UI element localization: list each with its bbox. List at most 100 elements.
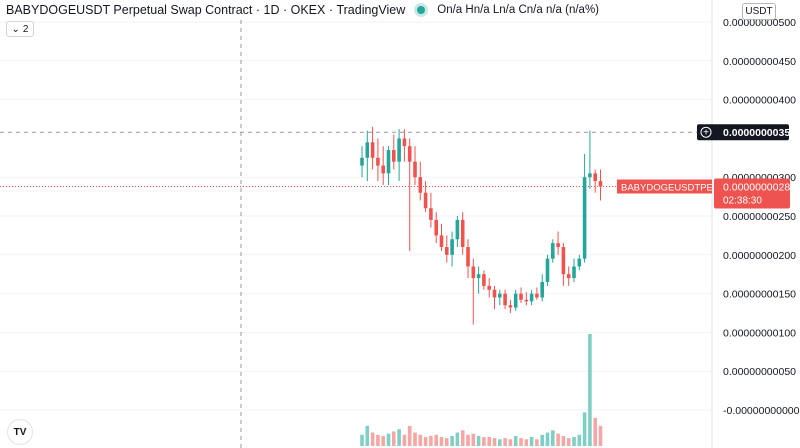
volume-bar — [487, 437, 491, 446]
volume-bar — [566, 438, 571, 446]
volume-bar — [582, 412, 587, 446]
volume-bar — [545, 432, 550, 446]
candle-body — [566, 274, 571, 279]
volume-bar — [524, 439, 529, 446]
crosshair-price-text: 0.00000000358 — [723, 127, 796, 139]
volume-bar — [503, 438, 507, 446]
market-status-icon[interactable] — [417, 6, 426, 14]
volume-bar — [561, 435, 566, 446]
candle-body — [492, 289, 497, 298]
candle-body — [429, 208, 433, 220]
last-price-text: 0.00000000288 — [723, 182, 796, 194]
candle-body — [519, 293, 523, 300]
volume-bar — [577, 434, 582, 446]
price-axis-label: 0.00000000450 — [723, 56, 796, 68]
volume-bar — [407, 425, 412, 446]
volume-bar — [402, 434, 407, 446]
volume-bar — [413, 432, 417, 446]
volume-bar — [535, 439, 539, 446]
volume-bar — [513, 435, 518, 446]
candle-body — [593, 173, 597, 182]
candle-body — [471, 266, 476, 279]
price-axis-label: 0.00000000500 — [723, 17, 796, 29]
volume-bar — [476, 435, 481, 446]
candle-body — [598, 181, 603, 187]
candle-body — [529, 293, 534, 302]
candle-body — [423, 192, 428, 209]
price-axis-label: 0.00000000100 — [723, 327, 796, 339]
volume-bar — [360, 434, 364, 446]
candle-body — [460, 219, 465, 248]
ohlc-values: On/a Hn/a Ln/a Cn/a n/a (n/a%) — [437, 4, 599, 16]
candle-body — [487, 285, 491, 290]
candle-body — [535, 293, 539, 298]
candle-body — [503, 293, 507, 306]
candle-body — [476, 274, 481, 279]
price-axis-label: 0.00000000400 — [723, 95, 796, 107]
volume-bar — [423, 437, 428, 446]
volume-bar — [439, 437, 444, 446]
volume-bar — [519, 438, 523, 446]
candle-body — [588, 173, 592, 178]
volume-bar — [498, 439, 502, 446]
candle-body — [498, 293, 502, 298]
candle-body — [545, 258, 550, 282]
add-alert-icon[interactable] — [700, 126, 712, 138]
exchange-label: OKEX — [290, 3, 326, 17]
candle-body — [561, 247, 566, 275]
candle-body — [439, 235, 444, 248]
chevron-down-icon: ⌄ — [11, 23, 20, 35]
candle-body — [402, 138, 407, 147]
candle-body — [455, 219, 460, 240]
symbol-title[interactable]: BABYDOGEUSDT Perpetual Swap Contract — [6, 3, 253, 17]
volume-bar — [460, 430, 465, 446]
volume-bar — [598, 425, 603, 446]
candle-body — [556, 243, 560, 248]
candle-body — [540, 281, 544, 298]
candle-body — [466, 247, 470, 267]
volume-bar — [572, 437, 576, 446]
candle-body — [381, 165, 385, 174]
last-price-symbol: BABYDOGEUSDTPERP — [621, 183, 726, 194]
collapse-count: 2 — [22, 23, 29, 35]
volume-bar — [556, 433, 560, 446]
volume-bar — [376, 434, 380, 446]
volume-bar — [429, 435, 433, 446]
volume-bar — [540, 434, 544, 446]
volume-bar — [450, 435, 454, 446]
price-axis-label: 0.00000000050 — [723, 366, 796, 378]
volume-bar — [492, 438, 497, 446]
crosshair-price-label — [697, 124, 789, 141]
bar-countdown: 02:38:30 — [723, 196, 762, 207]
collapse-legend-button[interactable]: ⌄ 2 — [6, 21, 34, 37]
volume-bar — [386, 433, 391, 446]
chart-legend: BABYDOGEUSDT Perpetual Swap Contract · 1… — [6, 3, 599, 17]
volume-bar — [551, 430, 555, 446]
candle-body — [407, 146, 412, 162]
candle-body — [513, 293, 518, 308]
price-axis-label: -0.00000000000 — [723, 405, 800, 417]
candle-body — [577, 258, 582, 267]
candle-body — [418, 177, 423, 193]
volume-bar — [418, 434, 423, 446]
currency-selector[interactable]: USDT — [742, 3, 776, 20]
candle-body — [508, 305, 513, 308]
volume-bar — [508, 439, 513, 446]
candle-body — [360, 157, 364, 166]
volume-bar — [482, 437, 486, 446]
volume-bar — [588, 334, 592, 446]
tradingview-logo-icon[interactable]: TV — [8, 420, 32, 444]
volume-bar — [445, 438, 449, 446]
source-label: TradingView — [336, 3, 406, 17]
candle-body — [524, 299, 529, 302]
plus-icon: + — [703, 128, 709, 139]
candle-body — [365, 142, 370, 158]
volume-bar — [593, 418, 597, 446]
interval-label[interactable]: 1D — [263, 3, 280, 17]
candle-body — [392, 150, 396, 162]
price-axis-label: 0.00000000200 — [723, 250, 796, 262]
candle-body — [551, 243, 555, 259]
price-axis-label: 0.00000000150 — [723, 289, 796, 301]
candle-body — [397, 138, 401, 162]
